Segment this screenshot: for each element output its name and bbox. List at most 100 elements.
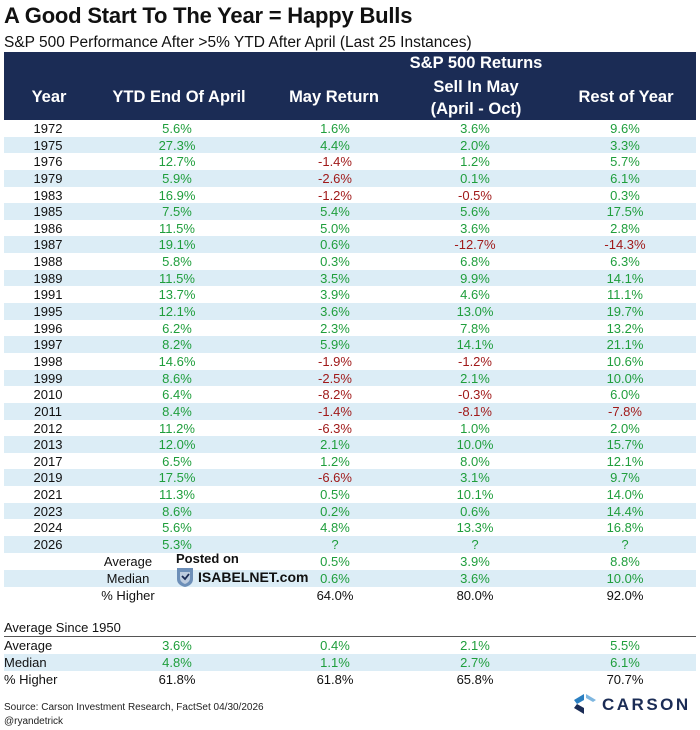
cell-rest: 0.3%	[610, 187, 640, 203]
cell-rest: 6.0%	[610, 387, 640, 403]
cell-sell: 7.8%	[460, 320, 490, 336]
cell-sell: 5.6%	[460, 204, 490, 220]
summary-may: 64.0%	[316, 588, 354, 603]
cell-may: 3.6%	[320, 304, 350, 320]
cell-year: 2024	[33, 520, 63, 536]
cell-year: 2012	[33, 420, 63, 436]
summary-row: Average 0.5% 3.9% 8.8%	[4, 553, 696, 570]
since-row: % Higher 61.8% 61.8% 65.8% 70.7%	[4, 671, 696, 688]
cell-rest: 2.8%	[610, 220, 640, 236]
table-row: 1998 14.6% -1.9% -1.2% 10.6%	[4, 353, 696, 370]
cell-year: 1989	[33, 270, 63, 286]
cell-ytd: 8.6%	[162, 503, 192, 519]
cell-year: 1991	[33, 287, 63, 303]
cell-may: 3.9%	[320, 287, 350, 303]
cell-ytd: 11.2%	[159, 420, 195, 436]
cell-may: 1.2%	[320, 453, 350, 469]
table-row: 1972 5.6% 1.6% 3.6% 9.6%	[4, 120, 696, 137]
since-sell: 2.1%	[460, 638, 490, 653]
table-row: 1997 8.2% 5.9% 14.1% 21.1%	[4, 336, 696, 353]
cell-sell: 13.3%	[456, 520, 494, 536]
cell-year: 2011	[34, 403, 62, 419]
table-row: 1991 13.7% 3.9% 4.6% 11.1%	[4, 286, 696, 303]
table-row: 2026 5.3%???	[4, 536, 696, 553]
header-ytd: YTD End Of April	[112, 88, 246, 106]
cell-ytd: 8.6%	[162, 370, 192, 386]
since-rest: 5.5%	[610, 638, 640, 653]
summary-may: 0.5%	[320, 554, 350, 569]
cell-may: 4.4%	[320, 137, 350, 153]
cell-sell: ?	[471, 537, 479, 553]
cell-year: 1998	[33, 353, 63, 369]
table-row: 1987 19.1% 0.6% -12.7% -14.3%	[4, 236, 696, 254]
summary-sell: 3.6%	[460, 571, 490, 586]
cell-ytd: 27.3%	[158, 137, 196, 153]
cell-ytd: 5.6%	[162, 121, 192, 136]
cell-rest: 14.1%	[606, 270, 644, 286]
cell-ytd: 12.0%	[158, 437, 196, 453]
table-row: 1999 8.6% -2.5% 2.1% 10.0%	[4, 369, 696, 387]
since-ytd: 3.6%	[162, 638, 192, 653]
table-row: 2011 8.4% -1.4% -8.1% -7.8%	[4, 402, 696, 420]
cell-ytd: 6.2%	[162, 320, 192, 336]
since-row: Median 4.8% 1.1% 2.7% 6.1%	[4, 654, 696, 671]
table-body: 1972 5.6% 1.6% 3.6% 9.6% 1975 27.3% 4.4% 2.0% 3.3…	[4, 120, 696, 553]
table-row: 2024 5.6% 4.8% 13.3% 16.8%	[4, 519, 696, 536]
cell-ytd: 16.9%	[158, 187, 196, 203]
table-row: 2012 11.2% -6.3% 1.0% 2.0%	[4, 420, 696, 437]
cell-rest: 16.8%	[606, 520, 644, 536]
table-row: 1988 5.8% 0.3% 6.8% 6.3%	[4, 253, 696, 270]
cell-rest: 5.7%	[610, 154, 640, 170]
summary-sell: 3.9%	[460, 554, 490, 569]
cell-ytd: 5.8%	[162, 254, 192, 270]
cell-may: -1.9%	[318, 353, 352, 369]
header-year: Year	[31, 88, 67, 106]
cell-ytd: 12.7%	[158, 154, 196, 170]
cell-ytd: 6.4%	[162, 387, 192, 403]
cell-sell: -8.1%	[458, 403, 492, 419]
cell-sell: 10.0%	[456, 437, 494, 453]
cell-sell: 2.1%	[460, 370, 490, 386]
cell-may: 3.5%	[320, 270, 350, 286]
header-group: S&P 500 Returns	[409, 54, 543, 72]
since-label: % Higher	[4, 672, 58, 687]
table-row: 1989 11.5% 3.5% 9.9% 14.1%	[4, 269, 696, 287]
cell-rest: ?	[621, 537, 629, 553]
summary-label: Median	[106, 571, 150, 586]
cell-year: 2013	[33, 437, 63, 453]
cell-rest: 2.0%	[610, 420, 640, 436]
cell-rest: 21.1%	[606, 337, 644, 353]
summary-may: 0.6%	[320, 571, 350, 586]
cell-may: 0.5%	[320, 487, 350, 503]
cell-sell: -0.5%	[458, 187, 492, 203]
cell-may: -6.3%	[318, 420, 352, 436]
cell-year: 1979	[33, 170, 63, 186]
cell-rest: 14.4%	[606, 503, 644, 519]
cell-year: 1997	[33, 337, 63, 353]
cell-may: -2.6%	[318, 170, 352, 186]
cell-ytd: 5.3%	[162, 537, 192, 553]
header-may: May Return	[289, 88, 379, 106]
cell-may: 4.8%	[320, 520, 350, 536]
cell-ytd: 13.7%	[158, 287, 196, 303]
cell-rest: 14.0%	[606, 487, 644, 503]
table-header: Year YTD End Of April May Return S&P 500…	[4, 52, 696, 120]
table-row: 1985 7.5% 5.4% 5.6% 17.5%	[4, 203, 696, 220]
cell-year: 2023	[33, 503, 63, 519]
chart-title: A Good Start To The Year = Happy Bulls	[4, 3, 413, 28]
cell-rest: 10.0%	[606, 370, 644, 386]
cell-year: 2017	[33, 453, 63, 469]
summary-rest: 8.8%	[610, 554, 640, 569]
cell-ytd: 8.4%	[162, 403, 192, 419]
carson-logo: CARSON	[572, 691, 696, 719]
since-may: 0.4%	[320, 638, 350, 653]
cell-sell: 1.0%	[460, 420, 490, 436]
cell-year: 2019	[33, 470, 63, 486]
table-row: 1996 6.2% 2.3% 7.8% 13.2%	[4, 320, 696, 337]
since-may: 1.1%	[320, 655, 350, 670]
cell-year: 1995	[33, 304, 63, 320]
cell-may: -1.4%	[318, 403, 352, 419]
carson-mark-icon	[574, 694, 596, 714]
since-divider	[4, 636, 696, 637]
cell-sell: 4.6%	[460, 287, 490, 303]
